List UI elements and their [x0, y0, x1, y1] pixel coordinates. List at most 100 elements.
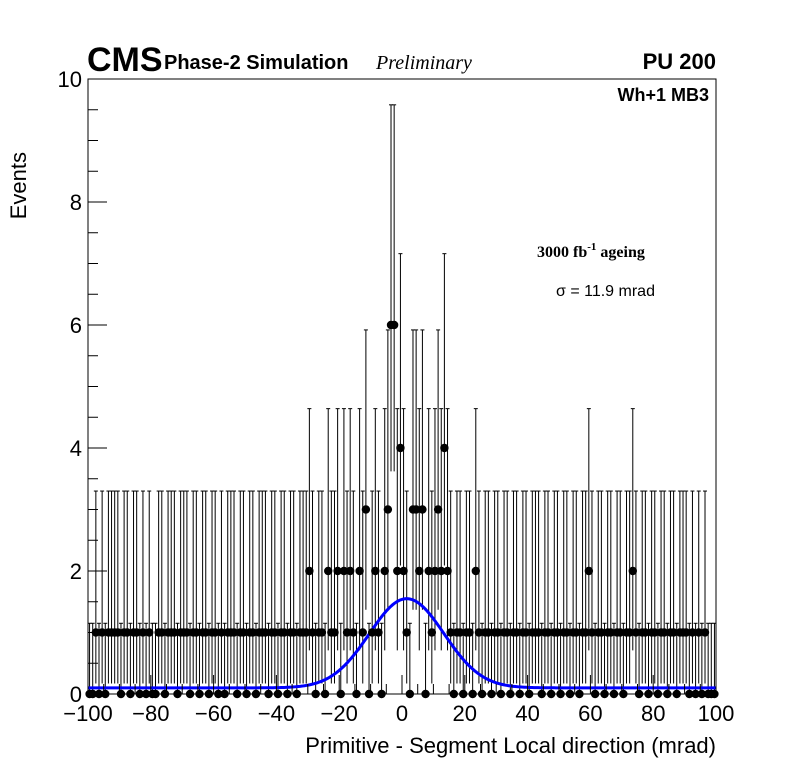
data-point — [474, 628, 484, 637]
data-point — [280, 628, 289, 637]
data-point — [402, 628, 411, 637]
data-point — [393, 566, 402, 576]
data-point — [170, 628, 179, 637]
data-point — [650, 628, 659, 637]
data-point-errorbar — [552, 490, 557, 684]
data-point-errorbar — [219, 490, 224, 684]
status-label: Preliminary — [375, 52, 472, 74]
data-point — [700, 628, 710, 637]
data-point-errorbar — [464, 490, 469, 684]
data-point — [411, 505, 421, 514]
data-point — [493, 628, 502, 637]
data-point-errorbar — [530, 490, 535, 684]
data-point-errorbar — [389, 104, 394, 472]
data-point-errorbar — [404, 490, 409, 684]
data-point-errorbar — [279, 490, 284, 684]
data-point-errorbar — [360, 490, 365, 684]
data-point-errorbar — [662, 490, 667, 684]
data-point-errorbar — [492, 490, 497, 684]
data-point — [201, 628, 210, 637]
data-point — [374, 628, 383, 637]
data-point — [433, 505, 443, 514]
data-point — [345, 566, 355, 576]
y-tick-label: 6 — [70, 313, 82, 338]
data-point — [229, 628, 239, 637]
data-point — [440, 443, 449, 453]
data-point — [371, 566, 380, 576]
data-point-errorbar — [288, 490, 293, 684]
data-point — [694, 628, 703, 637]
data-point-errorbar — [301, 490, 306, 684]
data-point — [534, 628, 543, 637]
data-point-errorbar — [618, 490, 623, 684]
data-point-errorbar — [335, 408, 340, 651]
data-point — [543, 628, 553, 637]
data-point — [192, 628, 201, 637]
data-point — [324, 566, 333, 576]
data-point-errorbar — [533, 490, 538, 684]
data-point-errorbar — [200, 490, 205, 684]
data-point-errorbar — [495, 490, 500, 684]
data-point — [132, 628, 141, 637]
data-point — [628, 566, 637, 576]
data-point-errorbar — [681, 490, 686, 684]
data-point-errorbar — [608, 490, 613, 684]
data-point-errorbar — [564, 490, 569, 684]
data-point — [113, 628, 123, 637]
y-tick-label: 10 — [58, 67, 82, 92]
data-point — [415, 566, 424, 576]
data-point-errorbar — [363, 329, 368, 610]
data-point-errorbar — [319, 490, 324, 684]
data-point — [521, 628, 531, 637]
data-point-errorbar — [668, 490, 673, 684]
data-point-errorbar — [210, 490, 215, 684]
data-point — [182, 628, 192, 637]
data-point — [512, 628, 521, 637]
data-point — [553, 628, 562, 637]
x-tick-label: 20 — [453, 701, 477, 726]
data-point-errorbar — [555, 490, 560, 684]
data-point-errorbar — [194, 490, 199, 684]
data-point — [330, 628, 339, 637]
data-point — [430, 566, 440, 576]
data-point — [308, 628, 317, 637]
data-point-errorbar — [272, 490, 277, 684]
data-point — [367, 628, 377, 637]
data-point-errorbar — [181, 490, 186, 684]
data-point-errorbar — [213, 490, 218, 684]
data-point-errorbar — [652, 490, 657, 684]
data-point-errorbar — [329, 490, 334, 684]
data-point-errorbar — [172, 490, 177, 684]
data-point-errorbar — [640, 490, 645, 684]
data-point — [681, 628, 691, 637]
data-point-errorbar — [580, 490, 585, 684]
y-tick-label: 4 — [70, 436, 82, 461]
data-point — [289, 628, 298, 637]
data-point-errorbar — [376, 490, 381, 684]
data-point-errorbar — [671, 490, 676, 684]
data-point-errorbar — [627, 490, 632, 684]
data-point — [669, 628, 678, 637]
subtitle-label: Phase-2 Simulation — [164, 52, 349, 74]
data-point-errorbar — [106, 490, 111, 684]
data-point-errorbar — [677, 490, 682, 684]
data-point — [424, 566, 433, 576]
data-point — [217, 628, 226, 637]
data-point-errorbar — [370, 490, 375, 684]
data-point — [305, 566, 314, 576]
data-point — [302, 628, 311, 637]
data-point-errorbar — [615, 490, 620, 684]
data-point-errorbar — [586, 408, 591, 651]
data-point-errorbar — [93, 490, 98, 684]
data-point — [123, 628, 132, 637]
data-point — [355, 566, 364, 576]
data-point — [606, 628, 616, 637]
data-point-errorbar — [505, 490, 510, 684]
data-point-errorbar — [473, 408, 478, 651]
data-point-errorbar — [574, 490, 579, 684]
data-point — [248, 628, 258, 637]
data-point-errorbar — [357, 408, 362, 651]
data-point-errorbar — [156, 490, 161, 684]
data-point-errorbar — [643, 490, 648, 684]
error-bars — [87, 104, 717, 695]
